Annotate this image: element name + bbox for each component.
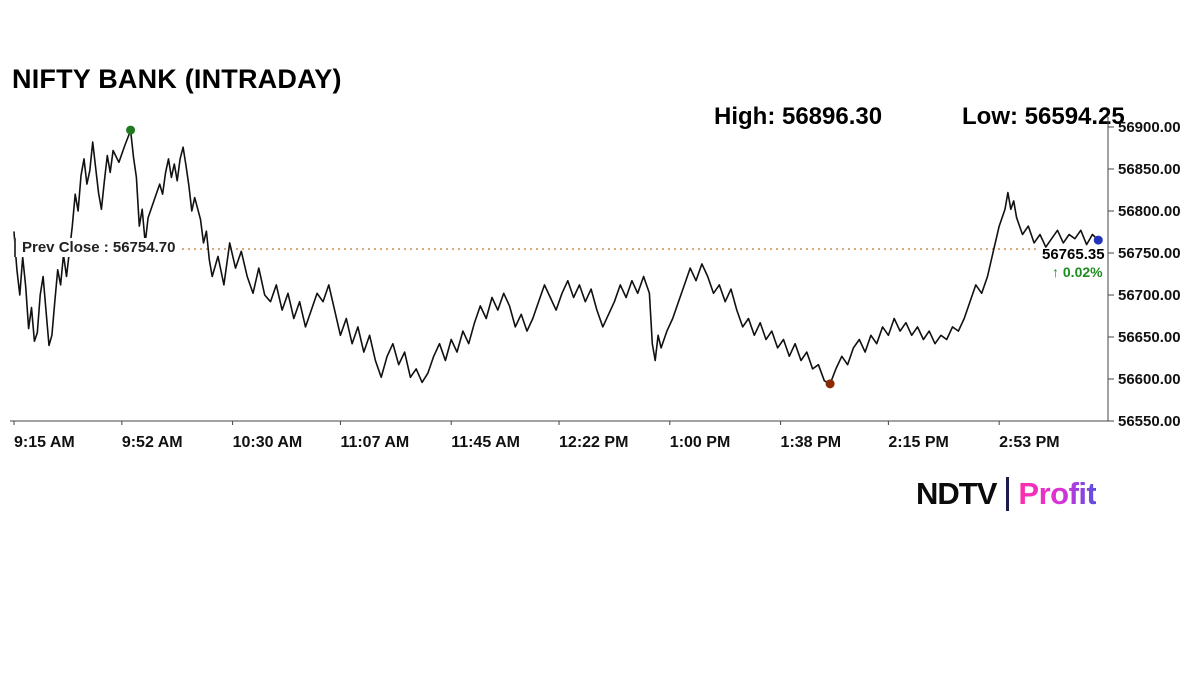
y-axis-label: 56600.00 (1118, 371, 1181, 388)
ndtv-profit-logo: NDTV Profit (916, 476, 1097, 512)
y-axis-label: 56850.00 (1118, 161, 1181, 178)
price-line (13, 129, 1100, 385)
y-axis-label: 56700.00 (1118, 287, 1181, 304)
x-axis-label: 12:22 PM (559, 434, 628, 451)
last-price-label: 56765.35 (1042, 246, 1105, 264)
y-axis-label: 56550.00 (1118, 413, 1181, 430)
low-dot (825, 379, 835, 389)
x-axis-label: 11:07 AM (340, 434, 409, 451)
x-axis-label: 9:15 AM (14, 434, 75, 451)
y-axis-label: 56900.00 (1118, 119, 1181, 136)
last-dot (1093, 235, 1103, 245)
x-axis-label: 11:45 AM (451, 434, 520, 451)
x-axis-label: 2:53 PM (999, 434, 1059, 451)
y-axis-label: 56750.00 (1118, 245, 1181, 262)
x-axis-label: 1:38 PM (781, 434, 841, 451)
x-axis-label: 10:30 AM (233, 434, 303, 451)
x-axis-label: 2:15 PM (888, 434, 948, 451)
y-axis-label: 56800.00 (1118, 203, 1181, 220)
ndtv-logo-text: NDTV (916, 476, 997, 511)
x-axis-label: 9:52 AM (122, 434, 183, 451)
profit-logo-text: Profit (1018, 476, 1097, 511)
last-change-label: ↑ 0.02% (1052, 264, 1103, 281)
low-value-label: Low: 56594.25 (962, 103, 1125, 130)
high-value-label: High: 56896.30 (714, 103, 883, 130)
page-title: NIFTY BANK (INTRADAY) (12, 64, 342, 94)
x-axis-label: 1:00 PM (670, 434, 730, 451)
logo-separator (1006, 477, 1010, 511)
prev-close-label: Prev Close : 56754.70 (14, 238, 182, 258)
y-axis-label: 56650.00 (1118, 329, 1181, 346)
high-dot (126, 125, 136, 135)
